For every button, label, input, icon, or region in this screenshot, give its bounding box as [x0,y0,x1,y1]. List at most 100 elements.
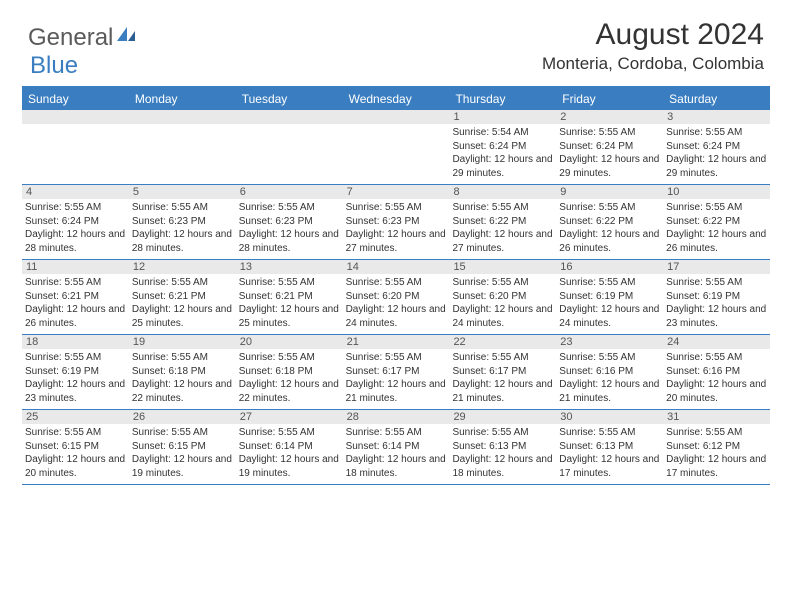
day-cell [343,110,450,184]
day-number: 12 [129,260,236,274]
sunset-line: Sunset: 6:23 PM [239,215,340,229]
daylight-line: Daylight: 12 hours and 26 minutes. [25,303,126,330]
day-cell: 10Sunrise: 5:55 AMSunset: 6:22 PMDayligh… [663,185,770,259]
calendar: SundayMondayTuesdayWednesdayThursdayFrid… [22,86,770,485]
sunset-line: Sunset: 6:18 PM [239,365,340,379]
title-block: August 2024 Monteria, Cordoba, Colombia [542,18,764,74]
dow-cell: Saturday [663,88,770,110]
day-number: 10 [663,185,770,199]
day-number: 1 [449,110,556,124]
day-number: 16 [556,260,663,274]
day-cell: 8Sunrise: 5:55 AMSunset: 6:22 PMDaylight… [449,185,556,259]
day-cell [22,110,129,184]
daylight-line: Daylight: 12 hours and 20 minutes. [666,378,767,405]
daylight-line: Daylight: 12 hours and 20 minutes. [25,453,126,480]
sunrise-line: Sunrise: 5:55 AM [559,351,660,365]
sunrise-line: Sunrise: 5:55 AM [132,426,233,440]
daylight-line: Daylight: 12 hours and 22 minutes. [132,378,233,405]
sunset-line: Sunset: 6:12 PM [666,440,767,454]
sunset-line: Sunset: 6:19 PM [559,290,660,304]
day-cell: 12Sunrise: 5:55 AMSunset: 6:21 PMDayligh… [129,260,236,334]
daylight-line: Daylight: 12 hours and 28 minutes. [132,228,233,255]
sunrise-line: Sunrise: 5:55 AM [239,276,340,290]
page-title: August 2024 [542,18,764,52]
sunset-line: Sunset: 6:21 PM [239,290,340,304]
sunrise-line: Sunrise: 5:55 AM [239,201,340,215]
week-row: 11Sunrise: 5:55 AMSunset: 6:21 PMDayligh… [22,260,770,335]
sunset-line: Sunset: 6:17 PM [452,365,553,379]
sunrise-line: Sunrise: 5:55 AM [346,201,447,215]
day-cell: 4Sunrise: 5:55 AMSunset: 6:24 PMDaylight… [22,185,129,259]
day-number: 13 [236,260,343,274]
dow-cell: Thursday [449,88,556,110]
daylight-line: Daylight: 12 hours and 27 minutes. [452,228,553,255]
daylight-line: Daylight: 12 hours and 28 minutes. [239,228,340,255]
logo: General [28,24,137,52]
sunrise-line: Sunrise: 5:54 AM [452,126,553,140]
sunrise-line: Sunrise: 5:55 AM [239,351,340,365]
sunrise-line: Sunrise: 5:55 AM [132,201,233,215]
sunset-line: Sunset: 6:22 PM [666,215,767,229]
day-cell: 21Sunrise: 5:55 AMSunset: 6:17 PMDayligh… [343,335,450,409]
daylight-line: Daylight: 12 hours and 26 minutes. [559,228,660,255]
daylight-line: Daylight: 12 hours and 21 minutes. [452,378,553,405]
day-number [343,110,450,124]
daylight-line: Daylight: 12 hours and 17 minutes. [666,453,767,480]
sunset-line: Sunset: 6:14 PM [239,440,340,454]
day-number: 24 [663,335,770,349]
day-cell: 22Sunrise: 5:55 AMSunset: 6:17 PMDayligh… [449,335,556,409]
day-cell: 1Sunrise: 5:54 AMSunset: 6:24 PMDaylight… [449,110,556,184]
day-cell: 11Sunrise: 5:55 AMSunset: 6:21 PMDayligh… [22,260,129,334]
sunrise-line: Sunrise: 5:55 AM [452,276,553,290]
day-number: 6 [236,185,343,199]
dow-cell: Friday [556,88,663,110]
sunset-line: Sunset: 6:21 PM [25,290,126,304]
day-number: 26 [129,410,236,424]
day-cell: 26Sunrise: 5:55 AMSunset: 6:15 PMDayligh… [129,410,236,484]
sunrise-line: Sunrise: 5:55 AM [346,276,447,290]
day-cell: 27Sunrise: 5:55 AMSunset: 6:14 PMDayligh… [236,410,343,484]
day-cell: 6 Sunrise: 5:55 AMSunset: 6:23 PMDaylight… [236,185,343,259]
daylight-line: Daylight: 12 hours and 28 minutes. [25,228,126,255]
day-cell: 29Sunrise: 5:55 AMSunset: 6:13 PMDayligh… [449,410,556,484]
day-cell: 14Sunrise: 5:55 AMSunset: 6:20 PMDayligh… [343,260,450,334]
sunrise-line: Sunrise: 5:55 AM [25,276,126,290]
sunrise-line: Sunrise: 5:55 AM [666,126,767,140]
dow-cell: Sunday [22,88,129,110]
day-cell: 5Sunrise: 5:55 AMSunset: 6:23 PMDaylight… [129,185,236,259]
sunrise-line: Sunrise: 5:55 AM [666,351,767,365]
sunrise-line: Sunrise: 5:55 AM [666,201,767,215]
daylight-line: Daylight: 12 hours and 23 minutes. [666,303,767,330]
day-number: 18 [22,335,129,349]
logo-sail-icon [115,25,137,43]
day-cell: 28Sunrise: 5:55 AMSunset: 6:14 PMDayligh… [343,410,450,484]
daylight-line: Daylight: 12 hours and 27 minutes. [346,228,447,255]
day-number: 31 [663,410,770,424]
sunrise-line: Sunrise: 5:55 AM [666,276,767,290]
day-number: 7 [343,185,450,199]
daylight-line: Daylight: 12 hours and 24 minutes. [346,303,447,330]
day-cell: 24 Sunrise: 5:55 AMSunset: 6:16 PMDayligh… [663,335,770,409]
sunset-line: Sunset: 6:16 PM [666,365,767,379]
week-row: 4Sunrise: 5:55 AMSunset: 6:24 PMDaylight… [22,185,770,260]
day-cell: 25Sunrise: 5:55 AMSunset: 6:15 PMDayligh… [22,410,129,484]
day-number: 30 [556,410,663,424]
daylight-line: Daylight: 12 hours and 25 minutes. [239,303,340,330]
sunset-line: Sunset: 6:19 PM [666,290,767,304]
daylight-line: Daylight: 12 hours and 21 minutes. [559,378,660,405]
sunrise-line: Sunrise: 5:55 AM [25,351,126,365]
sunset-line: Sunset: 6:14 PM [346,440,447,454]
day-number: 15 [449,260,556,274]
sunset-line: Sunset: 6:13 PM [559,440,660,454]
day-number: 5 [129,185,236,199]
sunrise-line: Sunrise: 5:55 AM [452,351,553,365]
sunset-line: Sunset: 6:19 PM [25,365,126,379]
day-number [129,110,236,124]
sunrise-line: Sunrise: 5:55 AM [559,201,660,215]
day-number: 2 [556,110,663,124]
sunrise-line: Sunrise: 5:55 AM [25,426,126,440]
day-cell [236,110,343,184]
sunrise-line: Sunrise: 5:55 AM [559,426,660,440]
sunset-line: Sunset: 6:15 PM [25,440,126,454]
day-cell: 3Sunrise: 5:55 AMSunset: 6:24 PMDaylight… [663,110,770,184]
